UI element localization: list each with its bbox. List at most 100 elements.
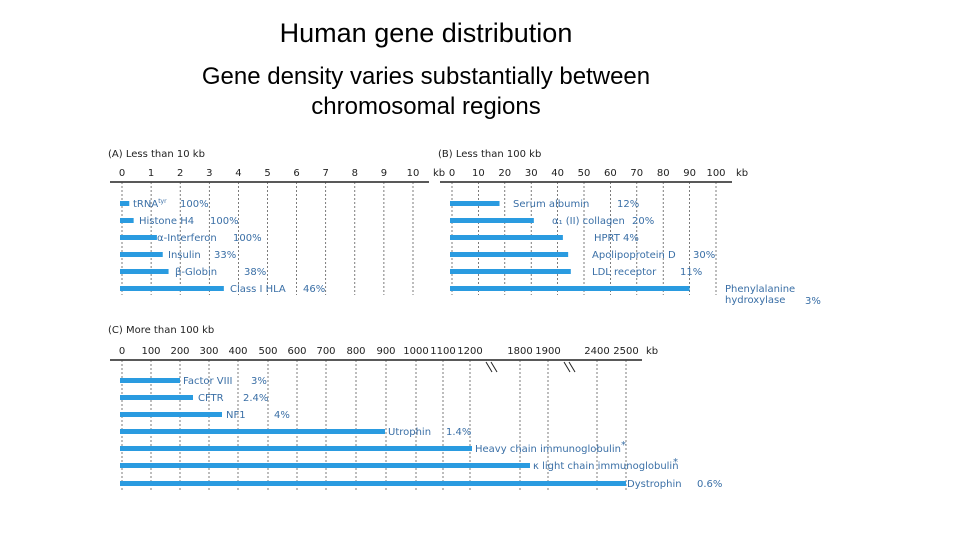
tick-label: 60 — [604, 168, 617, 179]
gene-percent: 4% — [274, 410, 290, 421]
tick-label: 10 — [407, 168, 420, 179]
slide-subtitle: Gene density varies substantially betwee… — [0, 62, 852, 122]
tick-label: 9 — [381, 168, 387, 179]
gene-percent: 100% — [210, 216, 239, 227]
gene-bar — [120, 463, 530, 468]
tick-label: 1100 — [430, 346, 455, 357]
axis-unit-label: kb — [736, 168, 748, 179]
gene-bar — [120, 252, 163, 257]
gene-bar — [450, 218, 534, 223]
gene-bar — [120, 395, 193, 400]
gene-label: Apolipoprotein D — [592, 250, 676, 261]
gene-bar — [120, 412, 222, 417]
tick-label: 30 — [525, 168, 538, 179]
tick-label: 300 — [199, 346, 218, 357]
tick-label: 1900 — [535, 346, 560, 357]
tick-label: 1 — [148, 168, 154, 179]
tick-label: 70 — [630, 168, 643, 179]
gene-bar — [120, 446, 472, 451]
tick-label: 0 — [449, 168, 455, 179]
gene-bar — [450, 269, 571, 274]
gene-percent: 30% — [693, 250, 715, 261]
gene-label: HPRT — [594, 233, 621, 244]
gene-bar — [120, 201, 130, 206]
gene-label: Phenylalanine — [725, 284, 795, 295]
tick-label: 700 — [316, 346, 335, 357]
tick-label: 1000 — [403, 346, 428, 357]
gene-percent: 20% — [632, 216, 654, 227]
tick-label: 7 — [323, 168, 329, 179]
axis-break-mark — [485, 361, 493, 373]
tick-label: 0 — [119, 168, 125, 179]
gene-label: Heavy chain immunoglobulin — [475, 444, 621, 455]
panel-heading-a: (A) Less than 10 kb — [108, 149, 205, 160]
gene-percent: 12% — [617, 199, 639, 210]
gene-label: β-Globin — [175, 267, 217, 278]
subtitle-line-1: Gene density varies substantially betwee… — [201, 63, 651, 90]
gene-label: Class I HLA — [230, 284, 286, 295]
gene-label: hydroxylase — [725, 295, 785, 306]
tick-label: 20 — [498, 168, 511, 179]
gene-percent: 3% — [805, 296, 821, 307]
gene-percent: 38% — [244, 267, 266, 278]
axis-break-mark — [490, 361, 498, 373]
axis-unit-label: kb — [646, 346, 658, 357]
gene-label: α₁ (II) collagen — [552, 216, 625, 227]
gene-bar — [120, 235, 157, 240]
gene-percent: 3% — [251, 376, 267, 387]
gene-label: Factor VIII — [183, 376, 232, 387]
tick-label: 2 — [177, 168, 183, 179]
gene-label: Utrophin — [388, 427, 431, 438]
gene-label: LDL receptor — [592, 267, 657, 278]
gene-bar — [450, 252, 569, 257]
panel-heading-b: (B) Less than 100 kb — [438, 149, 541, 160]
gene-percent: 46% — [303, 284, 325, 295]
axis-unit-label: kb — [433, 168, 445, 179]
gene-label: Insulin — [168, 250, 201, 261]
gene-percent: * — [621, 440, 626, 451]
gene-bar — [120, 218, 134, 223]
gene-bar — [120, 269, 169, 274]
tick-label: 5 — [264, 168, 270, 179]
gene-bar — [120, 286, 224, 291]
gene-bar — [120, 429, 385, 434]
gene-percent: 100% — [180, 199, 209, 210]
gene-percent: 100% — [233, 233, 262, 244]
gene-bar — [120, 481, 626, 486]
tick-label: 4 — [235, 168, 241, 179]
gene-label: CFTR — [198, 393, 224, 404]
gene-percent: * — [673, 457, 678, 468]
axis-break-mark — [568, 361, 576, 373]
gene-percent: 1.4% — [446, 427, 471, 438]
panel-heading-c: (C) More than 100 kb — [108, 325, 214, 336]
tick-label: 400 — [228, 346, 247, 357]
gene-label: Dystrophin — [627, 479, 682, 490]
subtitle-line-2: chromosomal regions — [311, 93, 541, 120]
gene-percent: 2.4% — [243, 393, 268, 404]
tick-label: 40 — [551, 168, 564, 179]
gene-bar — [120, 378, 180, 383]
gene-percent: 4% — [623, 233, 639, 244]
tick-label: 1800 — [507, 346, 532, 357]
gene-bar — [450, 286, 690, 291]
gene-label: NF1 — [226, 410, 246, 421]
gene-label: α-Interferon — [157, 233, 217, 244]
slide-title: Human gene distribution — [279, 18, 573, 48]
gene-percent: 0.6% — [697, 479, 722, 490]
tick-label: 10 — [472, 168, 485, 179]
tick-label: 500 — [258, 346, 277, 357]
tick-label: 8 — [352, 168, 358, 179]
gene-percent: 33% — [214, 250, 236, 261]
tick-label: 200 — [170, 346, 189, 357]
gene-label: tRNAtyr — [133, 198, 167, 210]
gene-percent: 11% — [680, 267, 702, 278]
gene-label: κ light chain immunoglobulin — [533, 461, 679, 472]
tick-label: 80 — [657, 168, 670, 179]
tick-label: 100 — [706, 168, 725, 179]
tick-label: 50 — [578, 168, 591, 179]
tick-label: 800 — [346, 346, 365, 357]
tick-label: 100 — [141, 346, 160, 357]
tick-label: 1200 — [457, 346, 482, 357]
axis-break-mark — [563, 361, 571, 373]
